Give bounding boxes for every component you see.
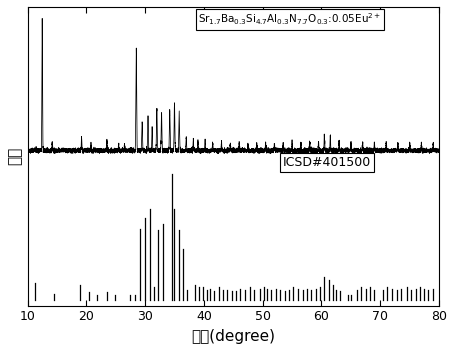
Text: Sr$_{1.7}$Ba$_{0.3}$Si$_{4.7}$Al$_{0.3}$N$_{7.7}$O$_{0.3}$:0.05Eu$^{2+}$: Sr$_{1.7}$Ba$_{0.3}$Si$_{4.7}$Al$_{0.3}$… — [198, 12, 381, 27]
Y-axis label: 强度: 强度 — [7, 147, 22, 165]
Text: ICSD#401500: ICSD#401500 — [283, 156, 371, 169]
X-axis label: 角度(degree): 角度(degree) — [191, 329, 275, 344]
